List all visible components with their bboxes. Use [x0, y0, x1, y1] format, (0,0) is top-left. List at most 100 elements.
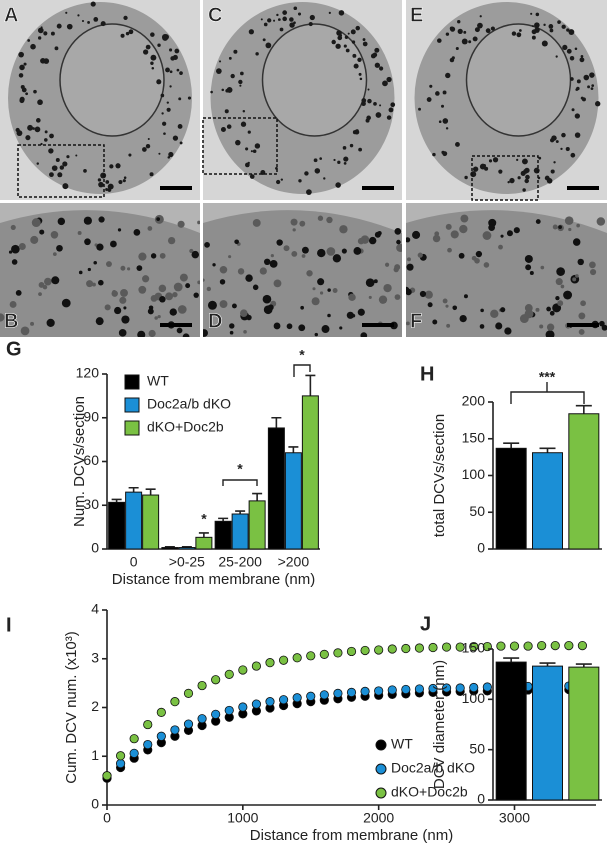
point	[482, 682, 492, 692]
x-tick-label: 0	[103, 810, 111, 826]
y-tick-label: 0	[477, 791, 485, 807]
granule	[179, 141, 183, 145]
granule	[176, 327, 183, 334]
granule	[159, 296, 166, 303]
granule	[105, 180, 110, 184]
granule	[11, 244, 20, 254]
granule	[267, 18, 272, 23]
granule	[191, 250, 200, 259]
granule	[37, 36, 42, 40]
bar	[267, 427, 285, 550]
y-tick-label: 1	[91, 747, 99, 763]
y-axis-title: Cum. DCV num. (x10³)	[63, 631, 80, 784]
y-tick-label: 2	[91, 698, 99, 714]
granule	[549, 28, 554, 33]
granule	[207, 300, 217, 310]
granule	[216, 68, 222, 74]
granule	[298, 179, 302, 183]
nucleus	[465, 23, 572, 137]
granule	[540, 265, 545, 270]
granule	[83, 216, 92, 225]
point	[441, 642, 452, 652]
granule	[319, 157, 322, 160]
granule	[365, 278, 375, 288]
granule	[561, 24, 566, 29]
granule	[289, 17, 294, 22]
granule	[480, 308, 484, 313]
granule	[576, 86, 580, 91]
granule	[506, 230, 513, 237]
granule	[50, 231, 59, 239]
granule	[343, 156, 349, 162]
granule	[459, 314, 467, 323]
point	[333, 648, 343, 658]
micrograph	[406, 0, 607, 200]
granule	[166, 101, 169, 104]
granule	[522, 188, 526, 192]
granule	[360, 235, 370, 244]
granule	[197, 280, 200, 285]
granule	[52, 252, 57, 256]
granule	[412, 230, 421, 239]
granule	[238, 79, 243, 85]
granule	[446, 323, 451, 328]
granule	[112, 289, 117, 295]
granule	[165, 67, 170, 73]
granule	[150, 32, 155, 37]
granule	[30, 321, 35, 326]
granule	[580, 300, 586, 307]
granule	[383, 283, 392, 293]
granule	[121, 315, 130, 324]
granule	[577, 258, 584, 266]
point	[170, 725, 180, 735]
granule	[172, 135, 179, 141]
granule	[388, 107, 394, 113]
granule	[55, 157, 60, 162]
point	[143, 719, 153, 730]
granule	[18, 51, 24, 58]
granule	[109, 164, 114, 169]
bar	[125, 491, 143, 550]
granule	[374, 47, 380, 53]
granule	[293, 6, 298, 11]
granule	[18, 243, 26, 251]
granule	[270, 254, 274, 258]
granule	[317, 278, 325, 286]
granule	[66, 155, 70, 159]
point	[211, 709, 221, 719]
granule	[43, 31, 48, 36]
granule	[51, 276, 60, 285]
point	[129, 734, 139, 744]
granule	[419, 290, 427, 298]
granule	[367, 98, 372, 104]
bar	[568, 666, 600, 801]
point	[143, 739, 153, 750]
granule	[589, 268, 597, 276]
granule	[87, 267, 91, 272]
granule	[490, 309, 499, 318]
granule	[498, 169, 503, 174]
granule	[265, 42, 272, 49]
granule	[291, 250, 298, 257]
granule	[96, 243, 104, 251]
granule	[556, 267, 565, 276]
granule	[551, 135, 557, 141]
granule	[27, 124, 33, 131]
error-bar	[539, 662, 556, 667]
granule	[427, 302, 433, 308]
point	[564, 640, 574, 651]
granule	[44, 277, 52, 286]
granule	[185, 283, 191, 289]
error-bar	[539, 447, 556, 453]
granule	[572, 277, 577, 282]
granule	[544, 175, 550, 181]
granule	[472, 166, 479, 172]
y-tick-label: 100	[462, 466, 486, 482]
granule	[406, 321, 410, 326]
granule	[361, 101, 366, 107]
granule	[344, 35, 349, 40]
granule	[335, 182, 341, 188]
granule	[23, 62, 27, 66]
granule	[292, 228, 296, 232]
bar	[301, 395, 319, 550]
